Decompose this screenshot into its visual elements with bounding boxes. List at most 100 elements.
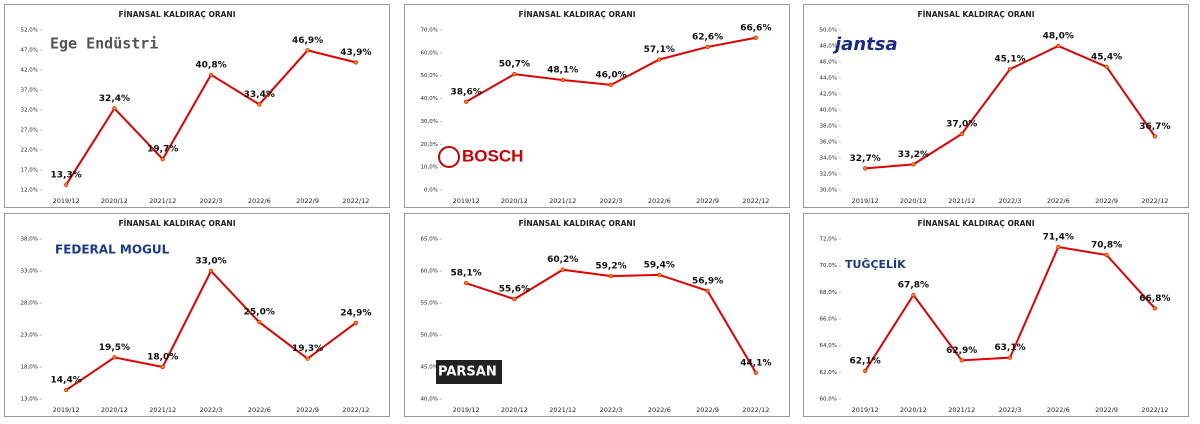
- y-tick-label: 65,0%: [421, 237, 438, 243]
- x-tick-label: 2022/3: [200, 197, 223, 205]
- value-label: 56,9%: [692, 276, 723, 286]
- value-label: 37,0%: [946, 120, 977, 130]
- point: [1104, 64, 1109, 69]
- x-tick-label: 2020/12: [900, 197, 927, 205]
- point: [64, 182, 69, 187]
- x-tick-label: 2019/12: [453, 197, 480, 205]
- point: [464, 99, 469, 104]
- panel-border: [803, 4, 1189, 208]
- x-tick-label: 2021/12: [948, 406, 975, 414]
- point: [1007, 355, 1013, 360]
- y-tick-label: 47,0%: [21, 48, 38, 54]
- y-tick-label: 46,0%: [820, 60, 837, 66]
- x-tick-label: 2019/12: [852, 406, 879, 414]
- x-tick-label: 2022/9: [696, 406, 719, 414]
- point: [863, 166, 868, 171]
- y-tick-label: 17,0%: [21, 168, 38, 174]
- point: [560, 77, 565, 83]
- x-tick-label: 2021/12: [149, 197, 176, 205]
- chart-title: FİNANSAL KALDIRAÇ ORANI: [119, 219, 236, 228]
- y-tick-label: 72,0%: [820, 237, 837, 243]
- value-label: 19,7%: [147, 145, 178, 155]
- x-tick-label: 2021/12: [948, 197, 975, 205]
- x-tick-label: 2022/12: [1141, 197, 1168, 205]
- point: [1152, 134, 1157, 139]
- point: [753, 35, 758, 40]
- panel-border: [404, 4, 790, 208]
- x-tick-label: 2022/3: [600, 197, 623, 205]
- value-label: 48,0%: [1043, 32, 1074, 42]
- chart-panel: FİNANSAL KALDIRAÇ ORANI 12,0% 17,0% 22,0% 27…: [4, 4, 390, 208]
- value-label: 36,7%: [1139, 122, 1170, 132]
- x-tick-label: 2022/12: [342, 197, 369, 205]
- x-tick-label: 2020/12: [501, 406, 528, 414]
- x-tick-label: 2020/12: [101, 406, 128, 414]
- y-tick-label: 23,0%: [21, 333, 38, 339]
- point: [863, 368, 868, 374]
- y-tick-label: 34,0%: [820, 156, 837, 162]
- value-label: 66,6%: [740, 23, 771, 33]
- logo: PARSAN: [438, 365, 497, 380]
- point: [208, 72, 214, 77]
- value-label: 63,1%: [994, 343, 1025, 353]
- point: [911, 292, 916, 298]
- y-tick-label: 20,0%: [421, 142, 438, 148]
- y-tick-label: 50,0%: [820, 28, 837, 34]
- chart-title: FİNANSAL KALDIRAÇ ORANI: [918, 219, 1035, 228]
- x-tick-label: 2022/6: [1047, 406, 1070, 414]
- point: [160, 157, 165, 162]
- value-label: 70,8%: [1091, 241, 1122, 251]
- y-tick-label: 30,0%: [820, 188, 837, 194]
- x-tick-label: 2021/12: [549, 197, 576, 205]
- point: [353, 60, 358, 65]
- point: [112, 106, 117, 111]
- logo: TUĞÇELİK: [845, 257, 906, 271]
- chart-title: FİNANSAL KALDIRAÇ ORANI: [519, 219, 636, 228]
- y-tick-label: 40,0%: [421, 96, 438, 102]
- y-tick-label: 45,0%: [421, 365, 438, 371]
- y-tick-label: 32,0%: [820, 172, 837, 178]
- chart-title: FİNANSAL KALDIRAÇ ORANI: [918, 10, 1035, 19]
- value-label: 55,6%: [499, 285, 530, 295]
- y-tick-label: 32,0%: [21, 108, 38, 114]
- y-tick-label: 38,0%: [21, 237, 38, 243]
- point: [608, 82, 614, 87]
- y-tick-label: 10,0%: [421, 165, 438, 171]
- y-tick-label: 48,0%: [820, 44, 837, 50]
- y-tick-label: 66,0%: [820, 317, 837, 323]
- value-label: 24,9%: [340, 308, 371, 318]
- x-tick-label: 2022/12: [1141, 406, 1168, 414]
- x-tick-label: 2020/12: [900, 406, 927, 414]
- point: [160, 364, 165, 370]
- x-tick-label: 2022/12: [742, 406, 769, 414]
- logo: FEDERAL MOGUL: [55, 243, 170, 257]
- value-label: 33,2%: [898, 150, 929, 160]
- value-label: 19,5%: [99, 343, 130, 353]
- x-tick-label: 2022/9: [1095, 197, 1118, 205]
- point: [64, 387, 69, 393]
- y-tick-label: 27,0%: [21, 128, 38, 134]
- y-tick-label: 62,0%: [820, 370, 837, 376]
- point: [1007, 67, 1013, 72]
- point: [753, 370, 758, 375]
- value-label: 18,0%: [147, 353, 178, 363]
- point: [560, 267, 565, 272]
- logo-ring: [438, 146, 460, 168]
- value-label: 25,0%: [244, 308, 275, 318]
- value-label: 62,6%: [692, 32, 723, 42]
- point: [257, 102, 262, 107]
- y-tick-label: 38,0%: [820, 124, 837, 130]
- panel-border: [4, 4, 390, 208]
- value-label: 32,4%: [99, 94, 130, 104]
- y-tick-label: 70,0%: [820, 263, 837, 269]
- value-label: 48,1%: [547, 66, 578, 76]
- point: [608, 274, 614, 279]
- x-tick-label: 2022/3: [200, 406, 223, 414]
- y-tick-label: 60,0%: [820, 397, 837, 403]
- value-label: 67,8%: [898, 281, 929, 291]
- point: [705, 288, 710, 293]
- logo: Ege Endüstri: [50, 35, 158, 53]
- x-tick-label: 2022/9: [296, 197, 319, 205]
- y-tick-label: 50,0%: [421, 73, 438, 79]
- x-tick-label: 2019/12: [852, 197, 879, 205]
